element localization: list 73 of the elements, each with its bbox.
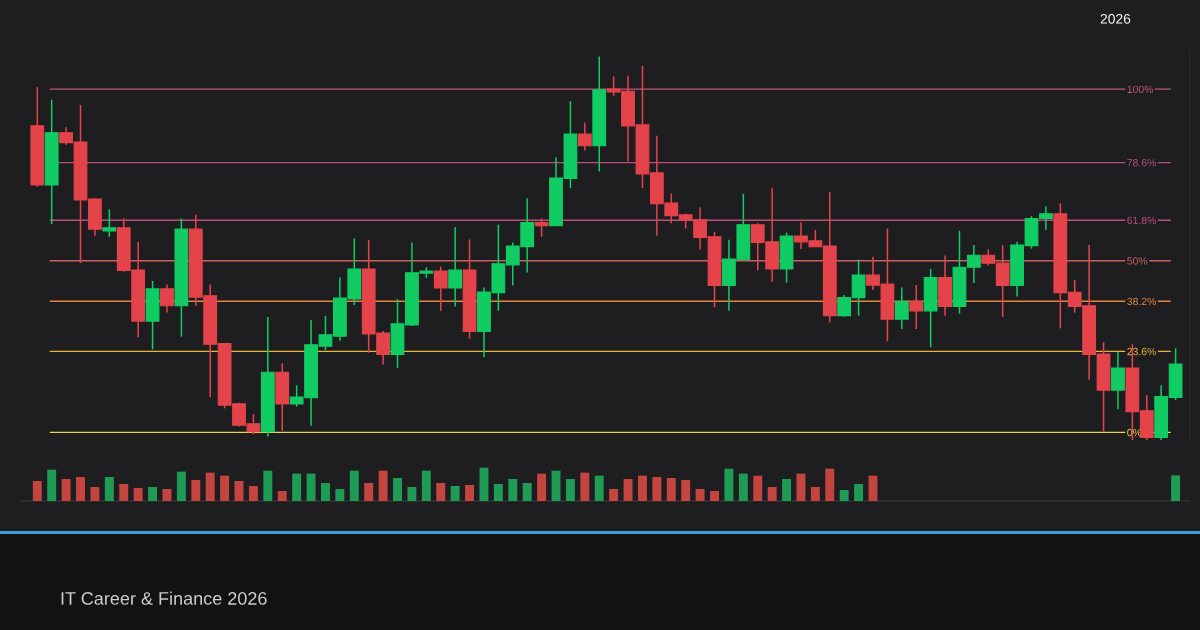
bar (47, 469, 57, 501)
bar (839, 490, 849, 501)
bar (666, 478, 676, 501)
y-tick-label: 61.8% (1127, 216, 1156, 225)
bar (32, 481, 42, 501)
candlestick (1111, 350, 1125, 411)
bar (479, 467, 489, 501)
bar (205, 472, 215, 501)
candlestick (160, 283, 174, 314)
bar (292, 473, 302, 501)
bar (537, 473, 547, 501)
bar (810, 487, 820, 501)
bar (148, 487, 158, 501)
text: IT Career & Finance 2026 (61, 591, 267, 605)
bar (378, 470, 388, 501)
bar (133, 488, 143, 501)
bar (436, 483, 446, 501)
bar (493, 484, 503, 501)
bar (306, 473, 316, 501)
bar (119, 484, 129, 501)
bar (652, 477, 662, 501)
bar (796, 473, 806, 501)
bar (465, 485, 475, 501)
candlestick (102, 208, 117, 238)
candlestick (433, 265, 448, 312)
bar (609, 489, 619, 501)
bar (335, 489, 345, 501)
bar (393, 478, 402, 501)
y-tick-label: 50% (1127, 257, 1148, 265)
text: 2026 (1100, 13, 1131, 24)
bar (90, 487, 100, 501)
candlestick (577, 121, 592, 152)
candlestick (448, 226, 463, 308)
bar (1171, 475, 1181, 501)
bar (421, 470, 431, 501)
bar (825, 468, 835, 501)
bar (623, 479, 633, 501)
bar (248, 486, 258, 501)
bar (364, 483, 374, 501)
bar (522, 483, 532, 501)
bar (61, 479, 71, 501)
bar (710, 491, 719, 501)
candlestick (909, 284, 924, 330)
bar (349, 470, 359, 501)
bar (508, 479, 518, 501)
bar (782, 479, 792, 501)
bar (753, 475, 763, 501)
bar (321, 483, 330, 501)
bar (580, 472, 590, 501)
bar (565, 479, 575, 501)
y-tick-label: 78.6% (1127, 159, 1156, 167)
candlestick (894, 286, 909, 330)
bar (220, 475, 230, 501)
bar (277, 491, 287, 501)
bar (854, 484, 864, 501)
y-tick-label: 38.2% (1127, 297, 1156, 306)
candlestick (534, 217, 549, 238)
bar (724, 468, 734, 501)
bar (191, 480, 201, 501)
bar (638, 475, 647, 501)
bar (767, 487, 777, 501)
bar (681, 480, 691, 501)
bar (407, 487, 417, 501)
bar (695, 489, 705, 501)
bar (176, 471, 186, 501)
bar (162, 489, 172, 501)
bar (76, 477, 85, 501)
y-tick-label: 100% (1127, 85, 1154, 94)
bar (450, 486, 460, 501)
bar (594, 475, 604, 501)
bar (738, 473, 748, 501)
bar (263, 470, 273, 501)
bar (104, 477, 114, 501)
